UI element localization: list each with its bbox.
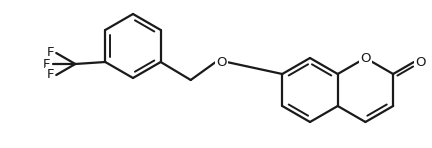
Text: O: O (216, 56, 227, 69)
Text: F: F (42, 58, 50, 70)
Text: F: F (47, 69, 54, 82)
Text: O: O (416, 56, 426, 69)
Text: O: O (360, 52, 371, 65)
Text: F: F (47, 46, 54, 59)
